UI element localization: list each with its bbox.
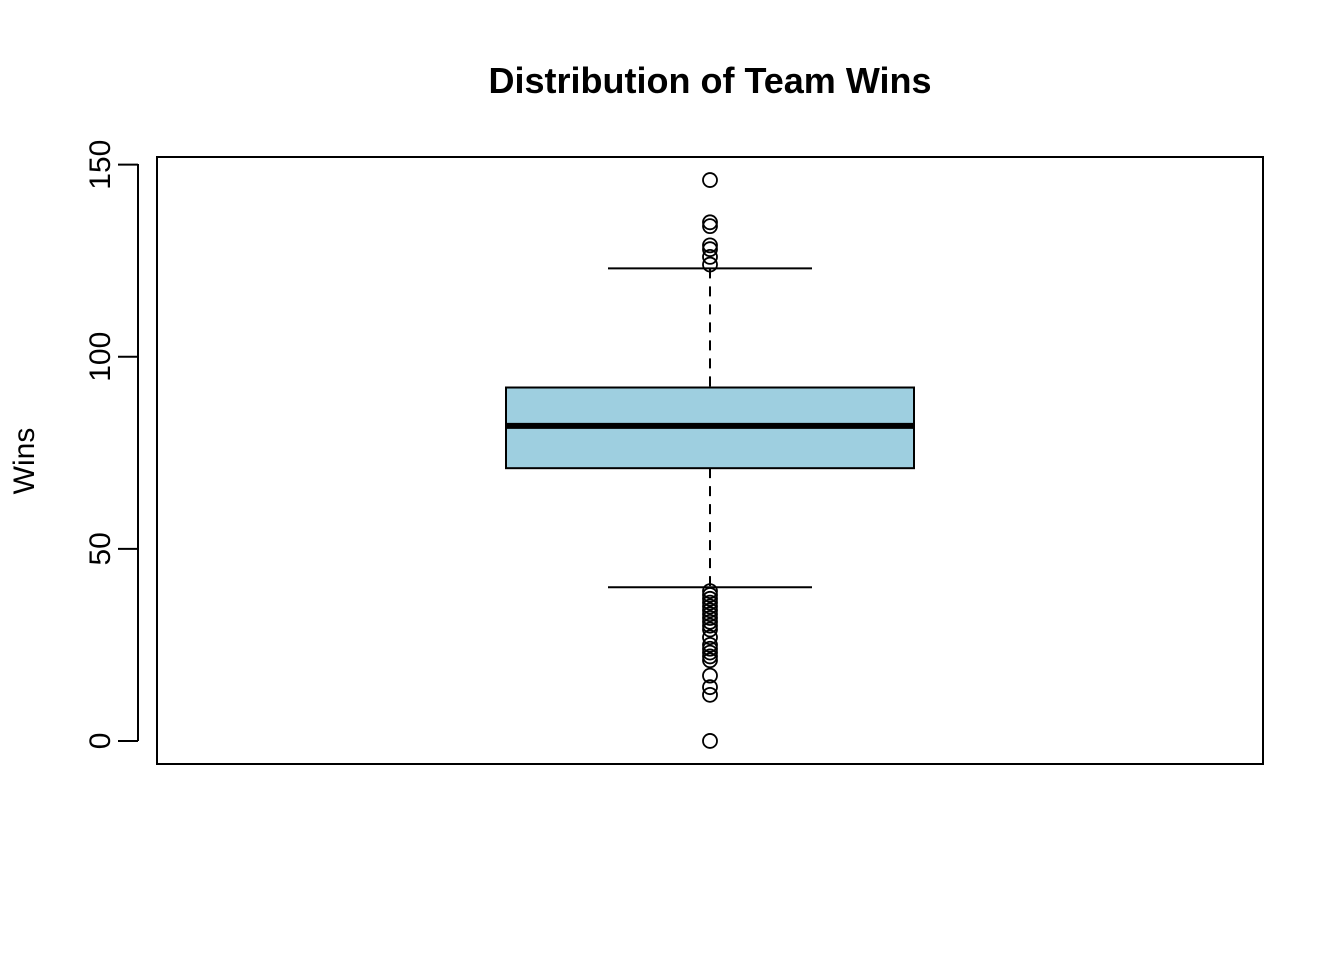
- y-tick-label: 100: [84, 332, 117, 382]
- outlier-point: [702, 172, 718, 188]
- outlier-point: [702, 602, 718, 619]
- outlier-point: [702, 610, 718, 626]
- y-tick-label: 150: [84, 140, 117, 190]
- outlier-point: [702, 679, 718, 696]
- outlier-point: [702, 214, 718, 231]
- outlier-point: [702, 241, 718, 258]
- outlier-point: [702, 617, 718, 634]
- outlier-points: [702, 172, 718, 749]
- chart-title: Distribution of Team Wins: [488, 60, 931, 101]
- outlier-point: [702, 598, 718, 615]
- outlier-point: [702, 621, 718, 638]
- outlier-point: [702, 237, 718, 254]
- outlier-point: [702, 686, 718, 703]
- outlier-point: [702, 733, 718, 749]
- outlier-point: [702, 637, 718, 653]
- outlier-point: [702, 583, 718, 600]
- plot-frame: [156, 156, 1264, 765]
- outlier-point: [702, 587, 718, 603]
- outlier-point: [702, 644, 718, 661]
- y-tick-label: 50: [84, 532, 117, 565]
- y-axis-label: Wins: [8, 428, 41, 495]
- outlier-point: [702, 667, 718, 684]
- outlier-point: [702, 652, 718, 669]
- outlier-point: [702, 256, 718, 273]
- outlier-point: [702, 248, 718, 265]
- outlier-point: [702, 640, 718, 657]
- y-axis-ticks: 0 50 100 150: [84, 140, 138, 750]
- outlier-point: [702, 613, 718, 630]
- outlier-point: [702, 594, 718, 611]
- outlier-point: [702, 590, 718, 607]
- box-group: [505, 267, 915, 589]
- outlier-point: [702, 218, 718, 235]
- y-tick-label: 0: [84, 733, 117, 750]
- outlier-point: [702, 648, 718, 665]
- outlier-point: [702, 629, 718, 646]
- outlier-point: [702, 606, 718, 623]
